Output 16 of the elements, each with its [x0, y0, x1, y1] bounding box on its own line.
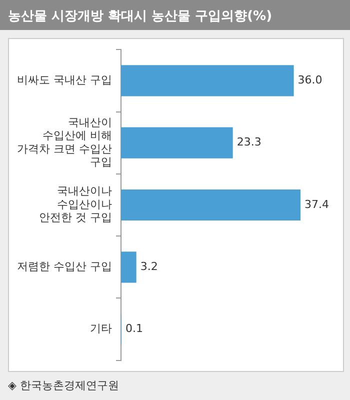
bar — [120, 252, 136, 283]
data-label: 0.1 — [125, 322, 143, 336]
data-label: 37.4 — [304, 198, 330, 211]
chart-title: 농산물 시장개방 확대시 농산물 구입의향(%) — [0, 0, 350, 30]
y-tick-label: 기타 — [90, 322, 112, 336]
text: ◈ 한국농촌경제연구원 — [8, 379, 119, 392]
y-tick-label: 비싸도 국내산 구입 — [16, 74, 112, 87]
data-label: 36.0 — [298, 74, 322, 87]
bar — [120, 127, 233, 158]
y-tick-label: 저렴한 수입산 구입 — [16, 260, 112, 274]
data-label: 3.2 — [140, 260, 158, 274]
data-label: 23.3 — [236, 136, 262, 149]
y-tick-label: 국내산이나 수입산이나 안전한 것 구입 — [38, 184, 112, 224]
bar — [120, 65, 294, 96]
y-tick-label: 국내산이 수입산에 비해 가격차 크면 수입산 구입 — [16, 116, 112, 168]
bar — [120, 189, 301, 221]
